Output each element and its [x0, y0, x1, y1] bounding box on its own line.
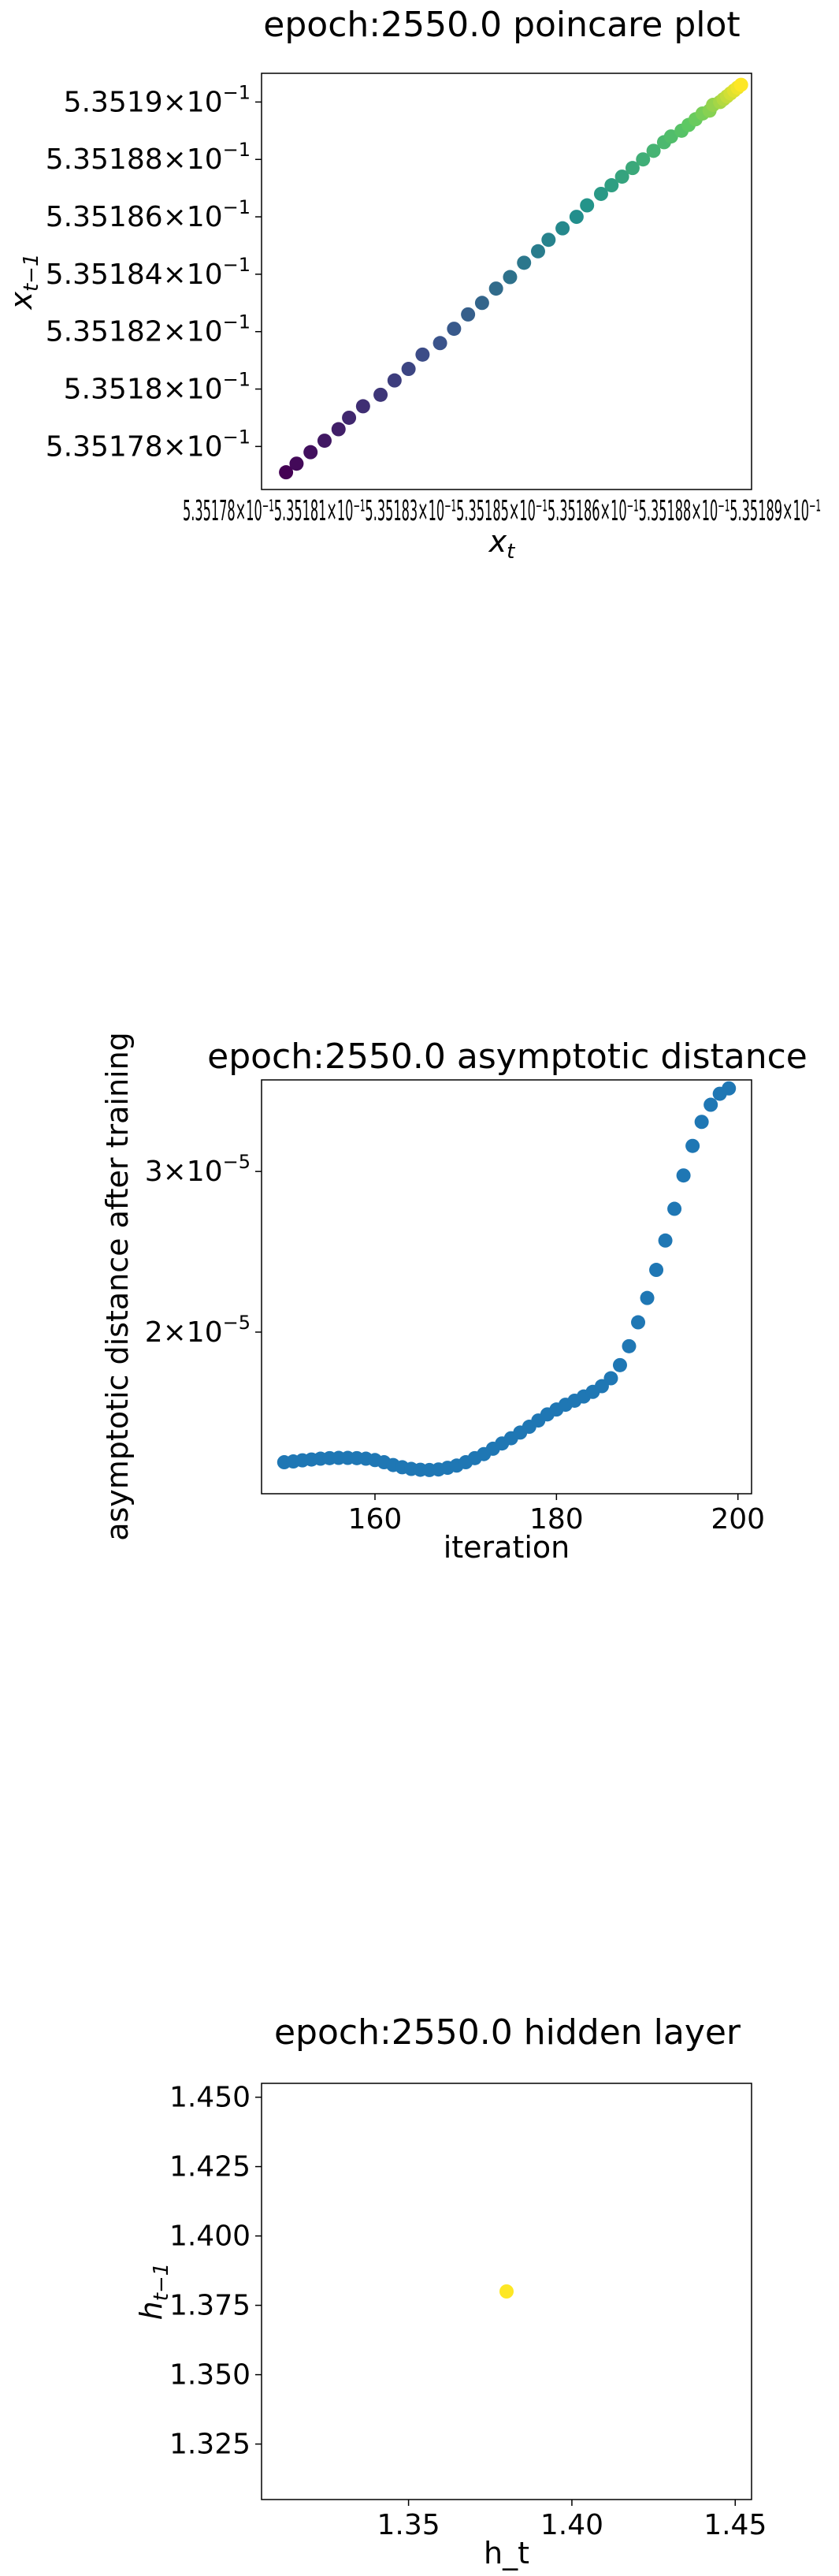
- poincare-chart: epoch:2550.0 poincare plot 5.3519×10−15.…: [4, 5, 821, 564]
- poincare-point: [355, 399, 370, 414]
- poincare-point: [646, 143, 661, 158]
- asymptotic-point: [631, 1315, 646, 1330]
- poincare-point: [317, 434, 332, 449]
- hidden-layer-y-tick-label: 1.325: [169, 2429, 251, 2461]
- poincare-y-tick-label: 5.35188×10−1: [46, 139, 251, 176]
- hidden-layer-y-tick-label: 1.375: [169, 2290, 251, 2322]
- asymptotic-point: [685, 1138, 700, 1153]
- poincare-x-label-sub: t: [507, 540, 515, 564]
- asymptotic-x-tick-label: 180: [529, 1503, 584, 1536]
- hidden-layer-axes-frame: [261, 2083, 752, 2500]
- hidden-layer-x-tick-label: 1.35: [377, 2509, 440, 2541]
- poincare-y-label: xt−1: [4, 253, 43, 310]
- poincare-point: [663, 129, 678, 144]
- poincare-points: [279, 77, 748, 480]
- poincare-point: [279, 465, 294, 480]
- hidden-layer-y-ticks: 1.325 1.350 1.375 1.400 1.425 1.450: [169, 2082, 262, 2461]
- hidden-layer-chart: epoch:2550.0 hidden layer 1.35 1.40 1.45 1…: [134, 2012, 767, 2570]
- hidden-layer-x-label: h_t: [484, 2536, 529, 2570]
- poincare-point: [593, 186, 608, 201]
- asymptotic-x-tick-label: 160: [348, 1503, 403, 1536]
- asymptotic-point: [603, 1371, 618, 1386]
- asymptotic-point: [612, 1357, 627, 1372]
- poincare-y-label-base: x: [4, 292, 39, 311]
- poincare-y-tick-label: 5.35178×10−1: [46, 426, 251, 463]
- asymptotic-point: [658, 1233, 673, 1248]
- poincare-point: [733, 77, 748, 92]
- poincare-point: [625, 161, 640, 176]
- poincare-point: [569, 210, 584, 225]
- asymptotic-point: [722, 1081, 737, 1096]
- poincare-point: [415, 347, 430, 362]
- poincare-point: [555, 221, 570, 236]
- hidden-layer-y-label-base: h: [134, 2301, 169, 2320]
- hidden-layer-point: [499, 2284, 514, 2299]
- asymptotic-point: [676, 1168, 691, 1183]
- asymptotic-chart: epoch:2550.0 asymptotic distance 160 180 2…: [100, 1032, 807, 1565]
- hidden-layer-y-tick-label: 1.425: [169, 2151, 251, 2183]
- asymptotic-point: [667, 1201, 682, 1216]
- poincare-point: [580, 198, 595, 213]
- poincare-point: [432, 336, 447, 351]
- asymptotic-point: [703, 1097, 718, 1112]
- poincare-y-ticks: 5.3519×10−1 5.35188×10−1 5.35186×10−1 5.351…: [46, 81, 262, 463]
- asymptotic-title: epoch:2550.0 asymptotic distance: [207, 1037, 807, 1077]
- asymptotic-x-ticks: 160 180 200: [348, 1494, 765, 1536]
- poincare-point: [447, 322, 462, 337]
- asymptotic-y-tick-label: 3×10−5: [145, 1151, 251, 1188]
- asymptotic-point: [622, 1338, 637, 1353]
- poincare-point: [488, 281, 503, 296]
- poincare-point: [461, 307, 476, 322]
- hidden-layer-y-label-sub: t−1: [150, 2263, 173, 2302]
- asymptotic-x-label: iteration: [444, 1530, 570, 1565]
- poincare-y-tick-label: 5.35186×10−1: [46, 196, 251, 233]
- poincare-y-tick-label: 5.35184×10−1: [46, 254, 251, 291]
- hidden-layer-y-tick-label: 1.450: [169, 2082, 251, 2114]
- poincare-axes-frame: [261, 73, 752, 490]
- poincare-point: [303, 445, 318, 460]
- asymptotic-x-tick-label: 200: [711, 1503, 765, 1536]
- hidden-layer-x-tick-label: 1.40: [540, 2509, 603, 2541]
- poincare-title: epoch:2550.0 poincare plot: [263, 5, 740, 45]
- hidden-layer-title: epoch:2550.0 hidden layer: [274, 2012, 741, 2053]
- hidden-layer-y-tick-label: 1.350: [169, 2359, 251, 2392]
- poincare-point: [342, 410, 357, 425]
- poincare-y-label-sub: t−1: [20, 253, 43, 292]
- poincare-point: [517, 255, 532, 270]
- poincare-point: [387, 373, 402, 388]
- poincare-y-tick-label: 5.35182×10−1: [46, 311, 251, 348]
- asymptotic-y-tick-label: 2×10−5: [145, 1312, 251, 1349]
- hidden-layer-points: [499, 2284, 514, 2299]
- poincare-x-label-base: x: [488, 524, 507, 559]
- poincare-point: [401, 362, 416, 377]
- hidden-layer-y-label: ht−1: [134, 2263, 173, 2321]
- poincare-point: [503, 270, 518, 285]
- poincare-x-tick-labels: 5.35178×10⁻¹5.35181×10⁻¹5.35183×10⁻¹5.35…: [183, 495, 821, 527]
- poincare-y-tick-label: 5.3518×10−1: [64, 369, 251, 406]
- poincare-y-tick-label: 5.3519×10−1: [64, 81, 251, 118]
- hidden-layer-x-tick-label: 1.45: [703, 2509, 767, 2541]
- asymptotic-point: [640, 1290, 655, 1305]
- poincare-point: [636, 152, 651, 167]
- hidden-layer-y-tick-label: 1.400: [169, 2220, 251, 2253]
- asymptotic-points: [277, 1081, 737, 1477]
- asymptotic-point: [649, 1263, 664, 1278]
- hidden-layer-x-ticks: 1.35 1.40 1.45: [377, 2500, 767, 2541]
- poincare-point: [289, 456, 304, 471]
- poincare-point: [541, 233, 556, 248]
- poincare-point: [604, 178, 619, 193]
- asymptotic-y-label: asymptotic distance after training: [100, 1032, 135, 1541]
- poincare-point: [530, 244, 545, 259]
- poincare-point: [614, 169, 629, 184]
- asymptotic-y-ticks: 2×10−5 3×10−5: [145, 1151, 262, 1349]
- asymptotic-point: [694, 1115, 709, 1130]
- poincare-point: [474, 296, 489, 311]
- poincare-point: [331, 422, 346, 437]
- poincare-x-label: xt: [488, 524, 516, 564]
- poincare-point: [373, 387, 388, 402]
- asymptotic-axes-frame: [261, 1079, 752, 1495]
